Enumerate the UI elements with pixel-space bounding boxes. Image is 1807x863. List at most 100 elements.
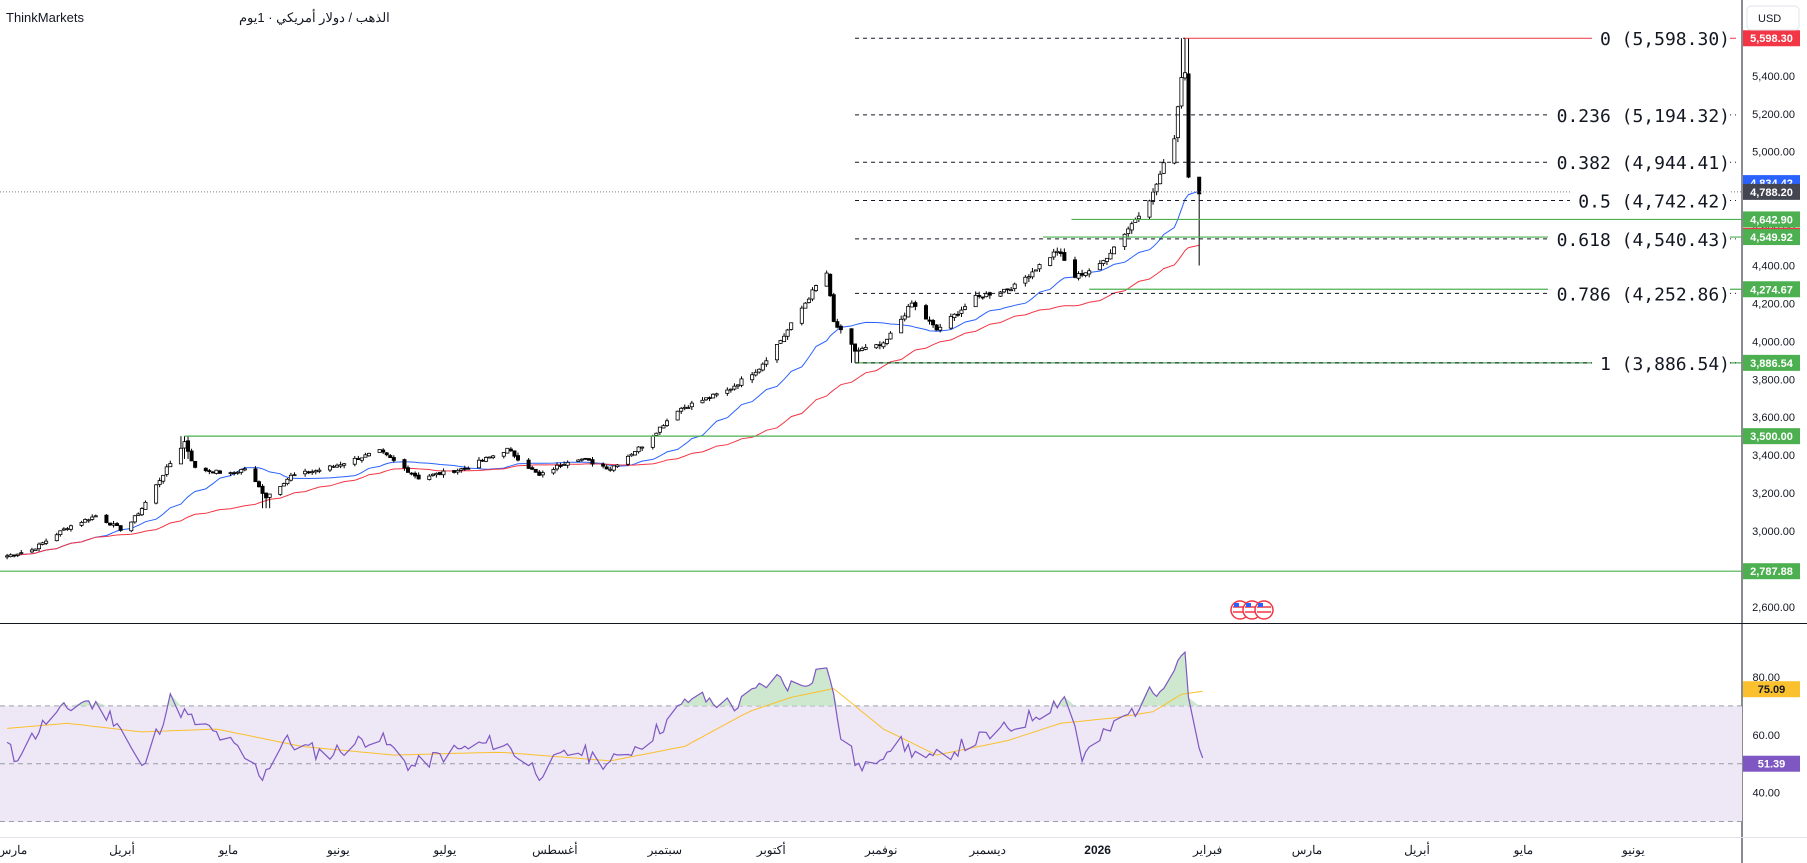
candle[interactable] bbox=[608, 466, 613, 472]
price-badge[interactable]: 3,500.00 bbox=[1743, 428, 1800, 445]
candle[interactable] bbox=[1076, 271, 1081, 281]
candle[interactable] bbox=[317, 467, 322, 474]
candle[interactable] bbox=[735, 384, 740, 390]
candle[interactable] bbox=[54, 532, 59, 542]
candle[interactable] bbox=[377, 449, 382, 453]
candle[interactable] bbox=[402, 458, 407, 471]
candle[interactable] bbox=[168, 460, 173, 468]
candle[interactable] bbox=[1182, 38, 1187, 81]
price-badge[interactable]: 4,549.92 bbox=[1743, 229, 1800, 246]
candle[interactable] bbox=[104, 514, 109, 524]
symbol-title[interactable]: الذهب / دولار أمريكي · 1يوم bbox=[239, 9, 390, 26]
candle[interactable] bbox=[1151, 188, 1156, 205]
candle[interactable] bbox=[1154, 183, 1159, 196]
candle[interactable] bbox=[661, 424, 666, 429]
candle[interactable] bbox=[963, 303, 968, 311]
candle[interactable] bbox=[459, 467, 464, 473]
candle[interactable] bbox=[232, 471, 237, 476]
candle[interactable] bbox=[902, 312, 907, 322]
candle[interactable] bbox=[281, 482, 286, 487]
candle[interactable] bbox=[292, 472, 297, 477]
candle[interactable] bbox=[711, 393, 716, 399]
candle[interactable] bbox=[629, 453, 634, 457]
candle[interactable] bbox=[707, 396, 712, 402]
candle[interactable] bbox=[1073, 256, 1077, 279]
candle[interactable] bbox=[675, 410, 680, 421]
candle[interactable] bbox=[1112, 246, 1117, 255]
candle[interactable] bbox=[604, 464, 609, 470]
candle[interactable] bbox=[555, 462, 560, 472]
candle[interactable] bbox=[363, 452, 368, 458]
candle[interactable] bbox=[913, 300, 918, 311]
candle[interactable] bbox=[352, 456, 357, 467]
candle[interactable] bbox=[831, 292, 836, 323]
candle[interactable] bbox=[413, 471, 418, 479]
candle[interactable] bbox=[1026, 274, 1031, 282]
candle[interactable] bbox=[824, 270, 829, 287]
candle[interactable] bbox=[384, 452, 389, 457]
candle[interactable] bbox=[611, 465, 616, 473]
candle[interactable] bbox=[1186, 38, 1191, 179]
candle[interactable] bbox=[207, 468, 212, 475]
candle[interactable] bbox=[480, 458, 485, 462]
candle[interactable] bbox=[416, 472, 421, 480]
candle[interactable] bbox=[782, 333, 787, 343]
candle[interactable] bbox=[700, 397, 705, 404]
candle[interactable] bbox=[625, 454, 630, 466]
candle[interactable] bbox=[491, 454, 496, 460]
candle[interactable] bbox=[849, 328, 854, 363]
candle[interactable] bbox=[313, 469, 318, 475]
candle[interactable] bbox=[356, 455, 361, 460]
candle[interactable] bbox=[5, 553, 10, 560]
candle[interactable] bbox=[260, 484, 265, 509]
candle[interactable] bbox=[79, 520, 84, 527]
candle[interactable] bbox=[239, 468, 244, 475]
candle[interactable] bbox=[303, 468, 308, 477]
candle[interactable] bbox=[984, 291, 989, 298]
candle[interactable] bbox=[860, 346, 865, 352]
candle[interactable] bbox=[856, 347, 861, 363]
candle[interactable] bbox=[359, 457, 364, 463]
candle[interactable] bbox=[484, 456, 489, 463]
candle[interactable] bbox=[1129, 221, 1134, 234]
candle[interactable] bbox=[955, 311, 960, 317]
candle[interactable] bbox=[1133, 217, 1138, 223]
candle[interactable] bbox=[803, 302, 808, 309]
candle[interactable] bbox=[65, 527, 70, 531]
candle[interactable] bbox=[853, 343, 858, 363]
candle[interactable] bbox=[828, 273, 833, 297]
candle[interactable] bbox=[579, 458, 584, 462]
candle[interactable] bbox=[728, 388, 733, 393]
candle[interactable] bbox=[8, 553, 13, 558]
us-flag-icon[interactable] bbox=[1254, 600, 1274, 620]
rsi-ma-value-badge[interactable]: 75.09 bbox=[1743, 681, 1800, 698]
candle[interactable] bbox=[682, 404, 687, 411]
candle[interactable] bbox=[381, 448, 386, 455]
price-badge[interactable]: 4,788.20 bbox=[1743, 183, 1800, 200]
candle[interactable] bbox=[15, 553, 20, 558]
candle[interactable] bbox=[650, 434, 655, 450]
candle[interactable] bbox=[654, 432, 659, 436]
candle[interactable] bbox=[33, 548, 38, 552]
candle[interactable] bbox=[12, 554, 17, 558]
candle[interactable] bbox=[118, 525, 123, 532]
candle[interactable] bbox=[874, 343, 879, 349]
candle[interactable] bbox=[806, 297, 811, 304]
candle[interactable] bbox=[909, 300, 914, 308]
candle[interactable] bbox=[186, 436, 191, 459]
candle[interactable] bbox=[193, 460, 198, 469]
candle[interactable] bbox=[1005, 288, 1010, 293]
candle[interactable] bbox=[679, 406, 684, 414]
candle[interactable] bbox=[789, 322, 794, 331]
candle[interactable] bbox=[154, 483, 159, 505]
candle[interactable] bbox=[466, 466, 471, 470]
candle[interactable] bbox=[551, 467, 556, 475]
candle[interactable] bbox=[923, 303, 928, 320]
candle[interactable] bbox=[338, 461, 343, 469]
candle[interactable] bbox=[927, 316, 932, 325]
candle[interactable] bbox=[143, 500, 148, 510]
candle[interactable] bbox=[327, 464, 332, 472]
candle[interactable] bbox=[657, 426, 662, 436]
candle[interactable] bbox=[952, 313, 957, 321]
candle[interactable] bbox=[1055, 247, 1060, 256]
